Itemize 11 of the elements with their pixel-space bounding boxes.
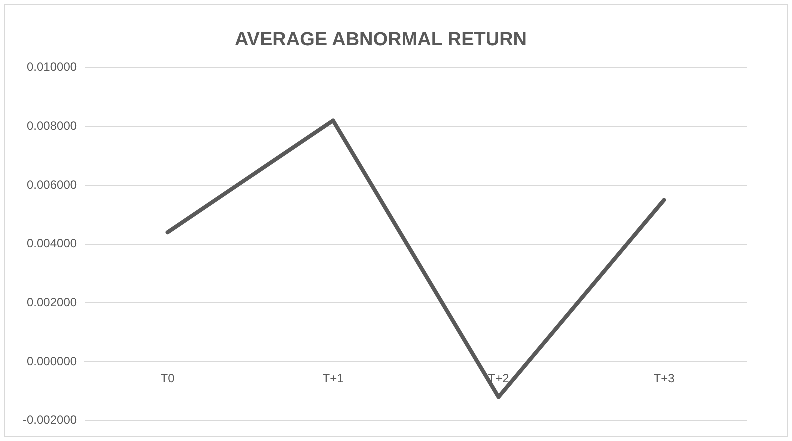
x-tick-label: T+1 [322, 371, 344, 386]
y-tick-label: 0.002000 [26, 295, 78, 310]
y-tick-label: 0.008000 [26, 118, 78, 133]
x-tick-label: T0 [160, 371, 176, 386]
y-tick-label: -0.002000 [23, 413, 78, 428]
y-tick-label: 0.010000 [26, 60, 78, 74]
y-tick-label: 0.000000 [26, 354, 78, 368]
x-tick-label: T+3 [654, 371, 676, 386]
chart-title: AVERAGE ABNORMAL RETURN [234, 30, 528, 51]
y-tick-label: 0.004000 [26, 236, 78, 251]
y-tick-label: 0.006000 [26, 178, 78, 192]
